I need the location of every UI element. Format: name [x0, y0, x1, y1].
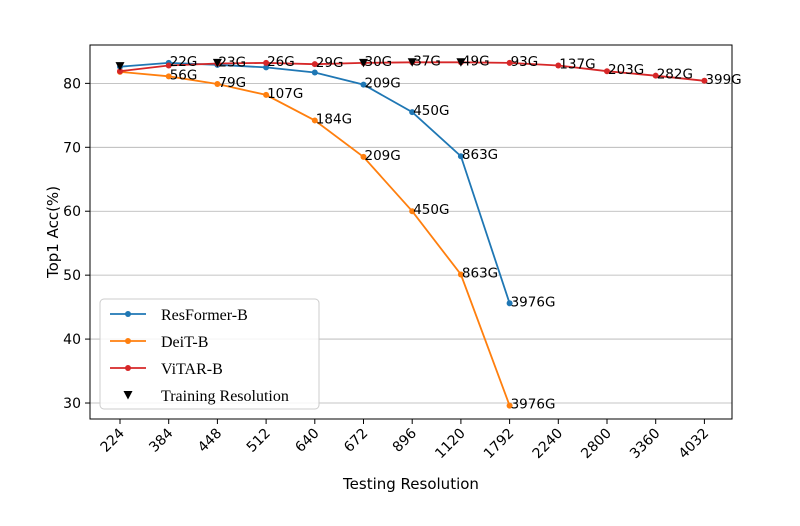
data-label: 863G	[462, 147, 498, 163]
data-label: 3976G	[511, 397, 556, 413]
x-tick-label: 1792	[481, 426, 518, 463]
x-tick-label: 512	[244, 426, 274, 456]
data-label: 282G	[657, 67, 693, 83]
y-tick-label: 80	[63, 76, 81, 92]
legend-box	[99, 298, 320, 410]
y-tick-label: 70	[63, 140, 81, 156]
data-label: 26G	[267, 54, 295, 70]
series-training-resolution	[115, 58, 466, 71]
data-point	[506, 59, 513, 66]
data-label: 3976G	[511, 294, 556, 310]
legend-swatch-marker	[123, 391, 133, 400]
x-tick-label: 3360	[627, 426, 664, 463]
data-point	[263, 91, 270, 98]
data-label: 137G	[559, 56, 595, 72]
data-point	[311, 61, 318, 68]
data-point	[214, 80, 221, 87]
legend-swatch-marker	[125, 311, 131, 317]
x-axis: 224 384 448 512 640 672 896 1120 1792 2240 2800 336…	[98, 419, 713, 463]
legend-swatch-marker	[125, 365, 131, 371]
x-tick-label: 4032	[676, 426, 713, 463]
legend-label: Training Resolution	[161, 388, 289, 405]
training-marker	[212, 58, 222, 68]
data-point	[652, 72, 659, 79]
data-point	[506, 300, 513, 307]
data-labels: 22G 209G 450G 863G 3976G 56G 79G 107G 184G 209G 45…	[170, 53, 742, 412]
training-marker	[359, 58, 368, 68]
data-point	[360, 81, 367, 88]
data-label: 209G	[365, 76, 401, 92]
series-line	[119, 61, 511, 304]
y-tick-label: 60	[63, 204, 81, 220]
data-label: 93G	[511, 54, 539, 70]
legend: ResFormer-B DeiT-B ViTAR-B Training Resolut…	[99, 298, 320, 410]
data-label: 30G	[365, 54, 393, 70]
y-axis-title: Top1 Acc(%)	[44, 186, 62, 279]
data-point	[117, 68, 123, 75]
y-axis: 30 40 50 60 70 80	[63, 76, 90, 412]
data-label: 56G	[170, 67, 198, 83]
x-tick-label: 640	[292, 426, 322, 456]
data-point	[457, 271, 464, 278]
x-tick-label: 1120	[432, 426, 469, 463]
data-point	[409, 208, 416, 215]
y-tick-label: 40	[63, 332, 81, 348]
x-tick-label: 448	[195, 426, 225, 456]
x-tick-label: 2240	[530, 426, 567, 463]
data-label: 209G	[365, 148, 401, 164]
x-tick-label: 2800	[578, 426, 615, 463]
data-point	[311, 117, 318, 124]
x-tick-label: 224	[98, 425, 128, 455]
data-label: 23G	[218, 55, 246, 71]
legend-label: ViTAR-B	[161, 361, 223, 378]
series-layer	[115, 58, 708, 409]
x-axis-title: Testing Resolution	[342, 475, 479, 493]
data-label: 22G	[170, 54, 198, 70]
data-label: 399G	[705, 72, 741, 88]
x-tick-label: 896	[390, 425, 420, 455]
y-tick-label: 50	[63, 268, 81, 284]
data-point	[555, 62, 562, 69]
y-tick-label: 30	[63, 396, 81, 412]
data-label: 37G	[413, 53, 441, 69]
legend-swatch-marker	[125, 338, 131, 344]
data-label: 79G	[218, 75, 246, 91]
plot-frame	[89, 44, 733, 420]
legend-label: DeiT-B	[161, 334, 208, 351]
data-label: 450G	[413, 202, 449, 218]
data-point	[701, 77, 708, 84]
training-marker	[456, 58, 466, 67]
data-point	[457, 153, 464, 160]
data-label: 29G	[316, 55, 344, 71]
series-resformer-b	[117, 59, 513, 307]
data-label: 863G	[462, 266, 498, 282]
training-marker	[115, 62, 125, 71]
data-point	[506, 402, 513, 409]
data-point	[604, 68, 610, 75]
data-point	[263, 64, 270, 71]
data-point	[165, 62, 172, 69]
data-point	[263, 59, 270, 66]
x-tick-label: 384	[146, 425, 176, 455]
data-label: 450G	[413, 103, 449, 119]
x-tick-label: 672	[341, 426, 371, 456]
data-label: 107G	[267, 86, 303, 102]
data-label: 184G	[316, 111, 352, 127]
data-point	[409, 109, 416, 116]
data-label: 203G	[608, 62, 644, 78]
legend-label: ResFormer-B	[161, 307, 248, 324]
data-point	[360, 153, 367, 160]
data-point	[165, 73, 172, 80]
data-label: 49G	[462, 53, 490, 69]
training-marker	[407, 58, 417, 67]
data-point	[311, 69, 318, 76]
